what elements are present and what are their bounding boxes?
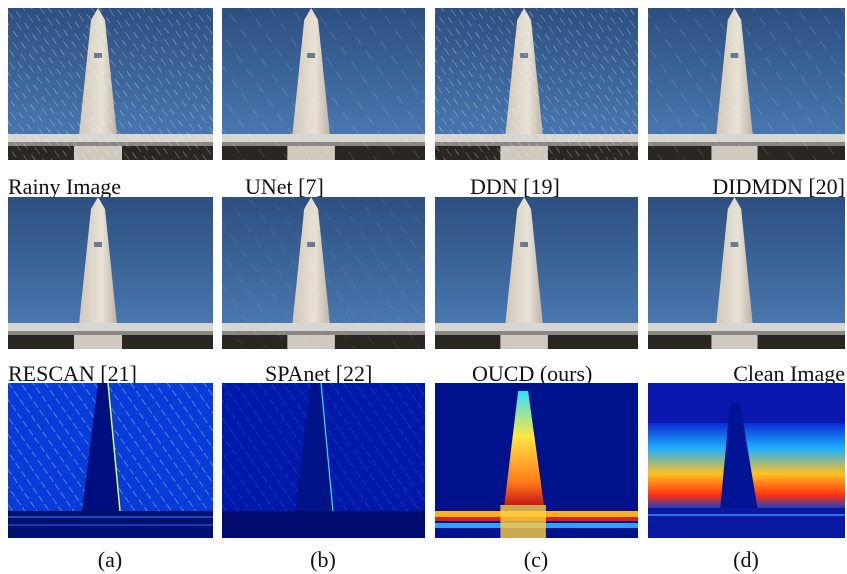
figure: Rainy Image UNet [7] DDN [19] DIDMDN [20…	[0, 0, 847, 574]
rescan-image	[8, 197, 213, 349]
heatmap	[435, 383, 638, 538]
caption: DDN [19]	[470, 174, 560, 199]
rain-streaks	[222, 197, 425, 349]
subfigure-label: (d)	[733, 547, 759, 572]
caption: DIDMDN [20]	[712, 174, 845, 199]
rain-streaks	[222, 8, 425, 160]
caption: RESCAN [21]	[8, 361, 137, 386]
subfigure-label: (c)	[524, 547, 548, 572]
oucd-image	[435, 197, 638, 349]
clean-image	[648, 197, 845, 349]
heatmap	[648, 383, 845, 538]
subfigure-label: (a)	[98, 547, 122, 572]
caption: OUCD (ours)	[472, 361, 592, 386]
rain-streaks	[8, 8, 213, 160]
rain-streaks	[435, 8, 638, 160]
rain-streaks	[648, 8, 845, 160]
heatmap	[8, 383, 213, 538]
caption: SPAnet [22]	[265, 361, 372, 386]
subfigure-label: (b)	[310, 547, 336, 572]
caption: UNet [7]	[245, 174, 324, 199]
caption: Rainy Image	[8, 174, 121, 199]
caption: Clean Image	[733, 361, 845, 386]
heatmap	[222, 383, 425, 538]
